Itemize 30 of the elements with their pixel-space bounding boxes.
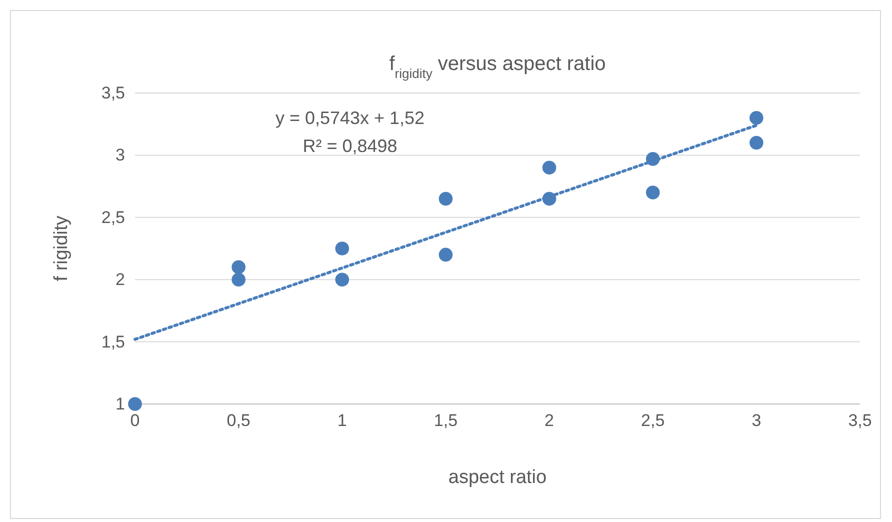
y-tick-label: 3 [116, 146, 125, 165]
y-tick-label: 1,5 [101, 332, 125, 352]
x-tick-label: 1 [337, 411, 347, 430]
point [750, 136, 764, 150]
x-tick-label: 2,5 [641, 411, 665, 430]
point [335, 272, 350, 286]
chart-title: f$_{rigidity}$ versus aspect ratio [389, 53, 606, 80]
y-axis-title: f rigidity [51, 215, 72, 282]
point [646, 186, 660, 200]
point [128, 397, 142, 411]
x-tick-label: 3 [752, 411, 762, 430]
x-tick-label: 0,5 [226, 411, 250, 430]
y-tick-label: 3,5 [101, 83, 125, 102]
x-axis-title: aspect ratio [448, 467, 547, 488]
y-tick-label: 2 [116, 270, 125, 290]
point [438, 192, 453, 206]
point [542, 160, 556, 175]
y-tick-label: 1 [116, 394, 125, 414]
annotation: R² = 0,8498 [302, 136, 398, 156]
point [232, 272, 246, 286]
x-tick-label: 2 [544, 411, 554, 430]
x-tick-label: 0 [130, 411, 140, 430]
annotation: y = 0,5743x + 1,52 [275, 108, 425, 128]
x-tick-label: 1,5 [434, 411, 458, 430]
point [232, 260, 246, 274]
point [750, 110, 764, 125]
point [438, 248, 453, 262]
point [335, 242, 350, 256]
y-tick-label: 2,5 [101, 208, 125, 227]
x-tick-label: 3,5 [848, 411, 872, 430]
